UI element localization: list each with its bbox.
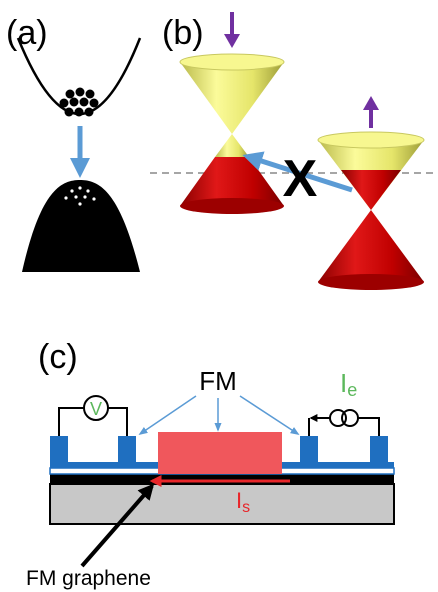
- holes: [64, 186, 96, 206]
- graphene-pointer: [80, 483, 155, 568]
- right-dirac-cone: [317, 131, 425, 290]
- spin-up-arrow-head: [363, 96, 379, 110]
- panel-a: (a): [6, 14, 142, 272]
- fm-block: [158, 432, 282, 474]
- fm-label: FM: [199, 366, 237, 396]
- fm-pointer-left: [138, 395, 197, 436]
- electrons: [59, 87, 99, 117]
- electrode-2: [118, 436, 136, 464]
- source-wire-right: [358, 417, 380, 436]
- electrode-1: [50, 436, 68, 464]
- voltmeter-wire-left: [58, 407, 84, 436]
- panel-a-label: (a): [6, 14, 48, 52]
- substrate: [49, 483, 395, 525]
- panel-b-label: (b): [162, 14, 204, 52]
- fm-pointer-right: [239, 395, 300, 435]
- graphene-label: FM graphene: [26, 567, 151, 590]
- current-s-label: Is: [236, 488, 250, 516]
- voltmeter: [83, 395, 109, 421]
- voltmeter-symbol: V: [90, 399, 102, 419]
- electrode-3: [300, 436, 318, 464]
- panel-c-label: (c): [38, 338, 78, 376]
- current-e-label: Ie: [340, 368, 357, 400]
- blocked-mark: X: [283, 150, 318, 208]
- panel-c: (c) V FM Ie Is: [26, 338, 395, 590]
- graphene-layer: [50, 474, 394, 484]
- valence-band: [22, 180, 140, 272]
- electrode-4: [370, 436, 388, 464]
- panel-b: (b) X: [150, 12, 438, 290]
- blocked-transition-arrow: [242, 151, 353, 193]
- voltmeter-wire-right: [108, 407, 128, 436]
- spin-down-arrow-head: [224, 34, 240, 48]
- left-dirac-cone: [179, 53, 285, 214]
